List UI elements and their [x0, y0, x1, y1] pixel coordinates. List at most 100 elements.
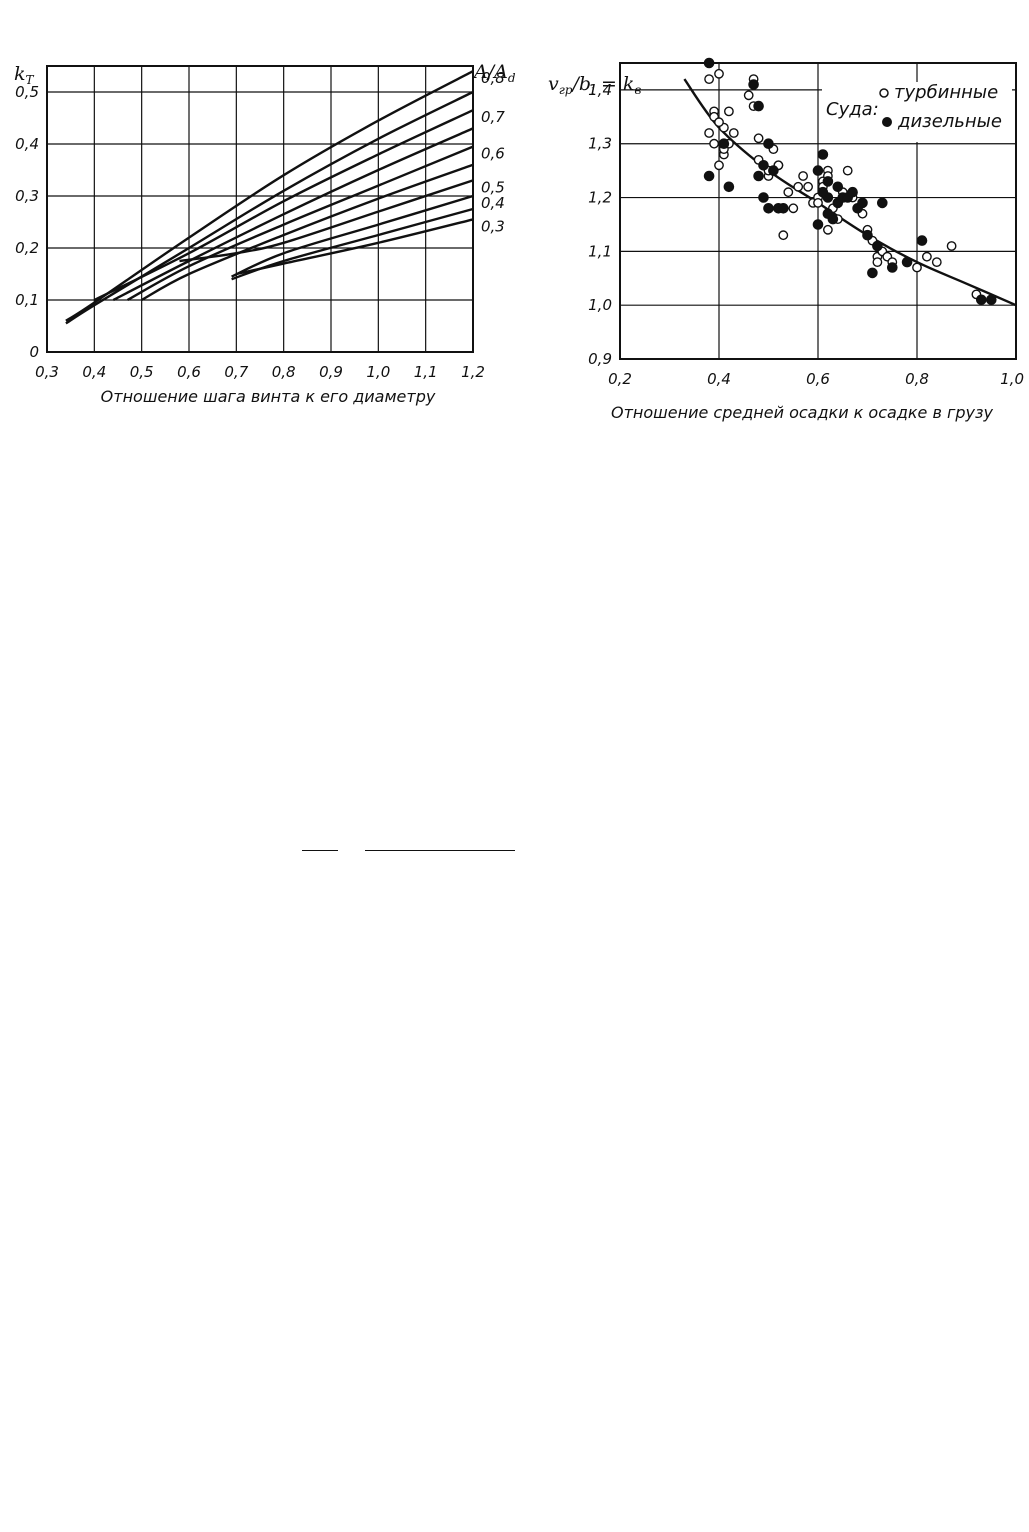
data-point-turbine [793, 181, 804, 192]
x-tick-label: 0,8 [272, 363, 296, 381]
data-point-turbine [704, 74, 715, 85]
x-tick-label: 0,3 [35, 363, 59, 381]
series-line [126, 145, 474, 302]
data-point-diesel [867, 267, 878, 279]
x-tick-label: 1,0 [366, 363, 390, 381]
series-line [65, 70, 474, 322]
data-point-diesel [758, 192, 769, 203]
y-tick-label: 0,2 [15, 239, 39, 257]
data-point-diesel [753, 100, 764, 112]
data-point-diesel [886, 262, 898, 273]
x-axis-title: Отношение средней осадки к осадке в груз… [611, 403, 994, 422]
x-tick-label: 0,7 [224, 363, 248, 381]
data-point-diesel [847, 186, 858, 198]
data-point-diesel [703, 57, 715, 69]
data-point-turbine [753, 133, 764, 144]
legend-open-marker [879, 88, 889, 98]
data-point-turbine [778, 230, 789, 241]
right-axis-label: A/Ad [472, 61, 516, 85]
series-labels: 0,8 0,7 0,6 0,50,4 0,3 [481, 69, 505, 235]
y-tick-label: 1,0 [588, 296, 612, 314]
series-line [112, 127, 474, 302]
y-axis-label: kT [14, 63, 35, 87]
data-point-diesel [832, 181, 844, 193]
series-line [93, 109, 474, 302]
data-point-turbine [912, 262, 922, 273]
x-tick-label: 0,6 [177, 363, 201, 381]
data-point-diesel [753, 170, 764, 182]
data-point-diesel [703, 170, 715, 182]
x-tick-label: 0,6 [806, 370, 830, 388]
series-label: 0,4 [481, 194, 505, 212]
scatter-points [703, 57, 997, 306]
data-point-turbine [822, 224, 833, 235]
fraction-bar-long [365, 850, 515, 851]
y-tick-label: 0,5 [15, 83, 39, 101]
x-tick-labels: 0,2 0,4 0,6 0,8 1,0 [608, 370, 1024, 388]
y-axis-label: vгр/bi = kв [548, 73, 641, 97]
y-tick-label: 0,4 [15, 135, 39, 153]
data-point-diesel [817, 186, 829, 198]
y-tick-labels: 0 0,1 0,2 0,3 0,4 0,5 [15, 83, 39, 361]
data-point-diesel [822, 208, 834, 219]
data-point-diesel [872, 240, 883, 252]
data-point-turbine [931, 257, 942, 267]
x-tick-label: 1,1 [414, 363, 438, 381]
data-point-diesel [901, 256, 913, 268]
data-point-turbine [921, 251, 932, 262]
data-point-turbine [704, 128, 715, 138]
y-tick-label: 1,2 [588, 189, 612, 207]
data-point-diesel [817, 149, 829, 160]
data-point-diesel [985, 294, 997, 306]
data-point-turbine [714, 68, 724, 79]
data-point-diesel [777, 202, 789, 214]
x-tick-labels: 0,3 0,4 0,5 0,6 0,7 0,8 0,9 1,0 1,1 1,2 [35, 363, 485, 381]
data-point-turbine [813, 197, 823, 208]
data-point-diesel [748, 79, 759, 90]
data-point-turbine [783, 187, 794, 198]
data-point-turbine [714, 160, 724, 171]
x-axis-title: Отношение шага винта к его диаметру [101, 387, 436, 406]
y-tick-label: 1,1 [588, 242, 612, 260]
x-tick-label: 0,9 [319, 363, 343, 381]
series-line [179, 179, 474, 263]
series-line [236, 218, 474, 276]
data-point-turbine [788, 203, 799, 214]
y-tick-labels: 0,9 1,0 1,1 1,2 1,3 1,4 [588, 81, 612, 368]
data-point-diesel [862, 229, 873, 241]
legend-entry-diesel: дизельные [897, 111, 1002, 132]
data-point-turbine [842, 165, 853, 176]
y-tick-label: 0,9 [588, 350, 612, 368]
data-point-turbine [946, 241, 957, 251]
y-tick-label: 0 [29, 343, 39, 361]
series-label: 0,8 [481, 69, 505, 87]
curve-group [65, 70, 474, 325]
x-tick-label: 0,4 [82, 363, 106, 381]
grid-lines [46, 66, 474, 353]
legend-background [822, 82, 1012, 142]
data-point-diesel [822, 176, 834, 187]
data-point-diesel [718, 138, 730, 149]
data-point-turbine [798, 171, 808, 181]
data-point-diesel [876, 197, 888, 209]
series-line [231, 194, 474, 278]
data-point-turbine [872, 257, 883, 267]
x-tick-label: 0,8 [905, 370, 929, 388]
fraction-bar-short [302, 850, 338, 851]
legend: Суда: турбинные дизельные [822, 82, 1012, 142]
data-point-diesel [758, 159, 769, 171]
series-label: 0,6 [481, 145, 505, 163]
plot-frame [619, 62, 1017, 360]
x-tick-label: 0,2 [608, 370, 632, 388]
data-point-diesel [763, 202, 774, 214]
thrust-coefficient-chart: 0,3 0,4 0,5 0,6 0,7 0,8 0,9 1,0 1,1 1,2 00,10,20,… [14, 61, 516, 406]
data-point-turbine [743, 90, 754, 101]
series-label: 0,3 [481, 217, 505, 235]
legend-entry-turbine: турбинные [894, 82, 998, 103]
data-point-diesel [975, 294, 987, 306]
series-label: 0,5 [481, 178, 505, 196]
data-point-diesel [812, 219, 824, 230]
plot-frame [46, 65, 474, 353]
data-point-turbine [714, 117, 724, 128]
legend-title: Суда: [826, 99, 879, 120]
